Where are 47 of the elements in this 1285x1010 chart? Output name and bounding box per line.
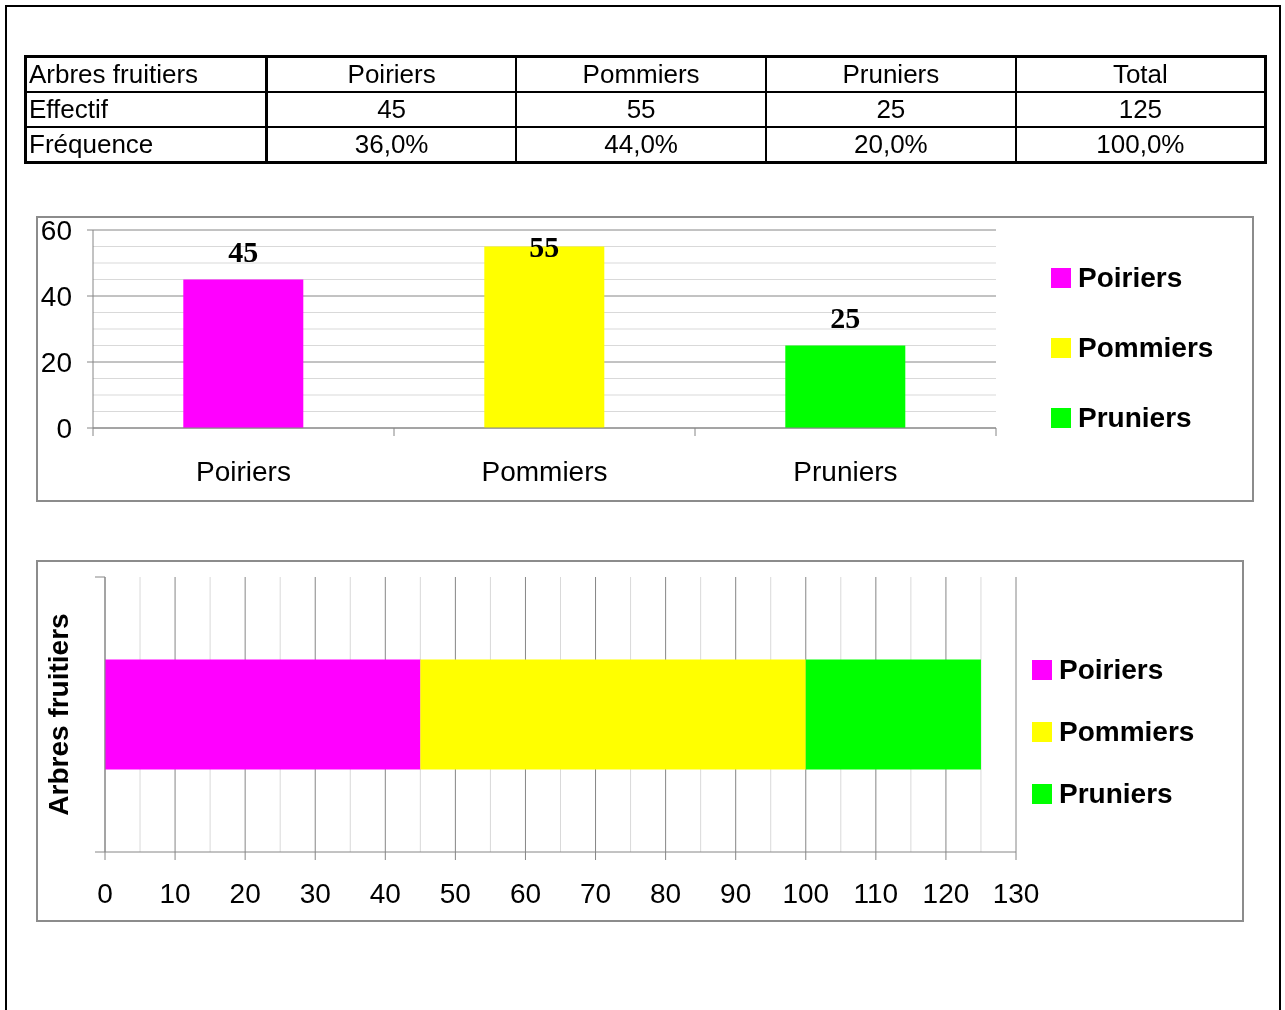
data-label: 44,0% [604, 129, 678, 159]
legend-label: Poiriers [1078, 262, 1183, 293]
legend-label: Pommiers [1059, 716, 1195, 747]
x-tick-label: 120 [922, 877, 970, 909]
x-tick-label: 30 [299, 877, 331, 909]
y-tick-label: Fréquence [29, 129, 154, 159]
y-tick-label: 40 [40, 280, 72, 312]
x-tick-label: 70 [579, 877, 612, 909]
legend-label: Pruniers [1078, 402, 1192, 433]
x-tick-label: 130 [992, 877, 1040, 909]
x-tick-label: Pommiers [481, 455, 608, 487]
x-tick-label: 10 [159, 877, 191, 909]
x-tick-label: 20 [229, 877, 261, 909]
x-tick-label: 60 [509, 877, 542, 909]
legend-label: Pruniers [1059, 778, 1173, 809]
x-axis-title: Arbres fruitiers [29, 59, 199, 89]
x-tick-label: 50 [439, 877, 471, 909]
data-label: 45 [377, 94, 407, 124]
bar [105, 659, 421, 770]
data-label: 25 [830, 300, 861, 334]
legend-label: Poiriers [1059, 654, 1164, 685]
bar [420, 659, 806, 770]
x-tick-label: 90 [720, 877, 752, 909]
x-tick-label: 100 [782, 877, 830, 909]
x-tick-label: Pruniers [793, 455, 898, 487]
x-tick-label: 110 [853, 877, 899, 909]
data-label: 45 [228, 234, 259, 268]
x-tick-label: 40 [369, 877, 401, 909]
data-label: 25 [876, 94, 906, 124]
data-label: 20,0% [854, 129, 928, 159]
data-label: 125 [1118, 94, 1163, 124]
y-tick-label: Effectif [29, 94, 109, 124]
y-axis-title: Arbres fruitiers [42, 613, 74, 816]
y-tick-label: 20 [40, 346, 72, 378]
data-label: 36,0% [354, 129, 429, 159]
bar [805, 659, 981, 770]
x-tick-label: Pommiers [582, 59, 700, 89]
x-tick-label: Poiriers [196, 455, 291, 487]
data-label: 55 [626, 94, 656, 124]
x-tick-label: 80 [650, 877, 682, 909]
x-tick-label: Total [1112, 59, 1168, 89]
y-tick-label: 0 [56, 412, 72, 444]
y-tick-label: 60 [40, 214, 72, 246]
legend-label: Pommiers [1078, 332, 1214, 363]
x-tick-label: Poiriers [347, 59, 436, 89]
data-label: 100,0% [1096, 129, 1185, 159]
x-tick-label: Pruniers [842, 59, 940, 89]
